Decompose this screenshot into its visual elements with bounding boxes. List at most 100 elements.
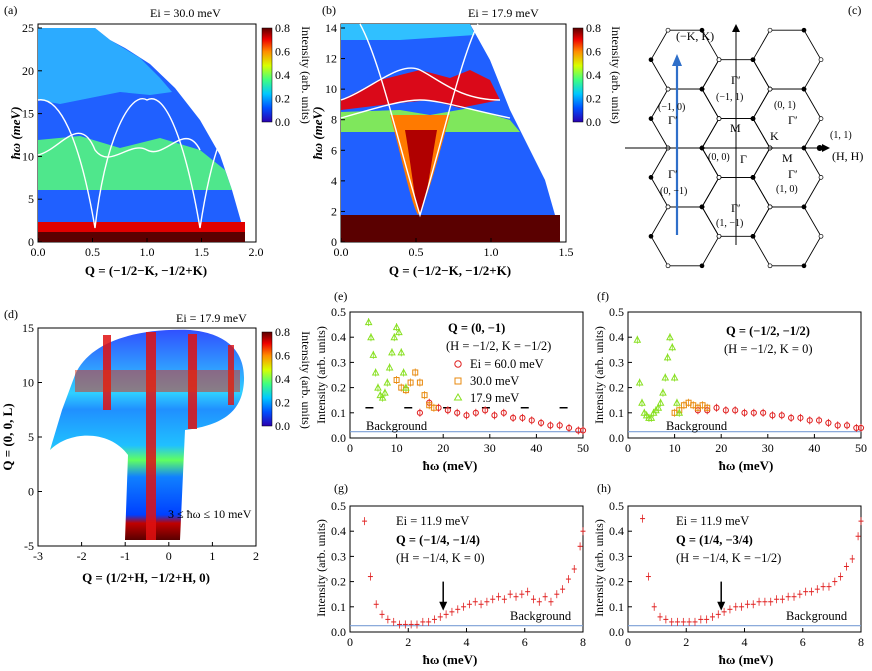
panel-f-point <box>675 408 684 416</box>
panel-d-x-tick-label: 0 <box>166 549 172 563</box>
panel-f-point <box>654 403 663 411</box>
lattice-point <box>716 233 722 239</box>
panel-b-x-tick-label: 1.5 <box>559 245 574 259</box>
panel-f-point <box>815 417 823 424</box>
panel-g-plot: 0 2 4 6 8 0.0 0.1 0.2 0.3 0.4 0.5 <box>331 499 586 649</box>
panel-f-point <box>668 343 677 351</box>
panel-f-point <box>640 408 649 416</box>
panel-d-xlabel: Q = (1/2+H, −1/2+H, 0) <box>82 570 210 585</box>
panel-e-point <box>381 388 389 396</box>
panel-b-xlabel: Q = (−1/2−K, −1/2+K) <box>389 263 511 278</box>
panel-b-label: (b) <box>322 3 336 17</box>
panel-f-point <box>853 424 860 432</box>
panel-e-point <box>388 348 396 356</box>
panel-f-point <box>722 407 729 414</box>
panel-b-colorbar <box>572 27 584 123</box>
panel-d-c-tick-label: 0.6 <box>275 349 290 363</box>
panel-a-xlabel: Q = (−1/2−K, −1/2+K) <box>85 263 207 278</box>
panel-c: (c) (−K, K) (H, H) Γ (0, 0) (1, 1) (−1, … <box>625 3 863 269</box>
panel-h-ytick-label: 0.3 <box>609 549 624 563</box>
panel-b-dispersion-1 <box>359 23 479 218</box>
panel-c-h-arrow <box>822 144 830 152</box>
panel-c-pt-m11: (−1, 1) <box>716 92 743 103</box>
panel-e-point <box>430 404 437 411</box>
lattice-point <box>716 57 722 63</box>
panel-e-point <box>369 350 378 358</box>
panel-e-point <box>547 422 554 429</box>
lattice-point <box>750 233 756 239</box>
panel-a-cbar-label: Intensity (arb. units) <box>299 26 313 124</box>
panel-f-point <box>656 398 665 406</box>
panel-a-y-tick-label: 15 <box>22 107 34 121</box>
panel-c-pt-0m1: (0, −1) <box>660 186 687 197</box>
panel-b-y-tick-label: 12 <box>325 52 337 66</box>
panel-e-point <box>491 412 498 419</box>
panel-b-cone-core <box>405 130 437 215</box>
lattice-point <box>699 204 705 210</box>
panel-a-colorbar-ticks: 0.0 0.2 0.4 0.6 0.8 <box>275 21 290 129</box>
panel-f-ytick-label: 0.5 <box>609 305 624 319</box>
panel-d-x-tick-label: -1 <box>120 549 130 563</box>
panel-f-point <box>732 407 739 414</box>
panel-g-ytick-label: 0.5 <box>331 499 346 513</box>
panel-d-colorbar <box>261 331 273 427</box>
panel-e-label: (e) <box>334 289 347 303</box>
lattice-point <box>801 27 807 33</box>
panel-f-xtick-label: 30 <box>762 441 774 455</box>
panel-g-xtick-label: 2 <box>405 635 411 649</box>
panel-b-top <box>341 24 475 40</box>
panel-a-xticks: 0.0 0.5 1.0 1.5 2.0 <box>31 238 264 259</box>
lattice-point <box>767 263 773 269</box>
panel-f: (f) 0 10 20 30 40 50 0.0 0.1 0.2 0.3 0.4 0.5 Q = (−… <box>592 289 867 473</box>
panel-f-point <box>704 404 711 411</box>
panel-e-point <box>444 407 451 414</box>
panel-b-y-tick-label: 2 <box>331 204 337 218</box>
panel-b-colorbar-ticks: 0.0 0.2 0.4 0.6 0.8 <box>586 21 601 129</box>
panel-g-xtick-label: 0 <box>347 635 353 649</box>
panel-h-xlabel: ħω (meV) <box>719 652 774 667</box>
panel-d-y-tick-label: 5 <box>28 430 34 444</box>
panel-e-point <box>454 409 461 416</box>
panel-d-ei: Ei = 17.9 meV <box>176 311 247 325</box>
panel-e-point <box>421 392 428 399</box>
panel-b-dispersion-3 <box>340 99 511 119</box>
panel-g-hk: (H = −1/4, K = 0) <box>396 551 485 565</box>
panel-e-legend-30: 30.0 meV <box>470 374 519 388</box>
panel-f-xtick-label: 0 <box>625 441 631 455</box>
panel-e-point <box>364 318 373 326</box>
panel-h-xtick-label: 6 <box>800 635 806 649</box>
lattice-point <box>750 116 756 121</box>
panel-e-legend-marker-30 <box>454 377 462 385</box>
panel-g-ei: Ei = 11.9 meV <box>396 514 469 528</box>
panel-d-y-tick-label: 0 <box>28 485 34 499</box>
panel-h-hk: (H = −1/4, K = −1/2) <box>676 551 781 565</box>
panel-b-x-tick-label: 0.5 <box>409 245 424 259</box>
lattice-point <box>648 175 654 180</box>
lattice-point <box>699 27 705 33</box>
panel-f-point <box>843 422 851 429</box>
lattice-point <box>801 86 807 92</box>
panel-e-xtick-label: 30 <box>484 441 496 455</box>
panel-f-point <box>760 409 767 416</box>
panel-c-pt-m10: (−1, 0) <box>658 102 685 113</box>
panel-h-arrow-head <box>717 601 726 611</box>
panel-b-elastic <box>341 215 560 242</box>
panel-f-point <box>647 413 656 421</box>
panel-h-ylabel: Intensity (arb. units) <box>592 519 606 617</box>
panel-b-y-tick-label: 0 <box>331 235 337 249</box>
panel-b-c-tick-label: 0.0 <box>586 115 601 129</box>
panel-b: (b) Ei = 17.9 meV 0.0 0.5 1.0 1.5 0 2 4 6 8 10 12… <box>310 3 623 278</box>
panel-f-ytick-label: 0.4 <box>609 330 624 344</box>
panel-h-ei: Ei = 11.9 meV <box>676 514 749 528</box>
panel-g-ytick-label: 0.0 <box>331 625 346 639</box>
panel-b-xticks: 0.0 0.5 1.0 1.5 <box>334 238 574 259</box>
hexagon-cell <box>650 206 720 267</box>
lattice-point <box>665 204 671 210</box>
panel-e-point <box>397 348 406 356</box>
panel-f-point <box>857 424 865 432</box>
panel-d-range-note: 3 ≤ ħω ≤ 10 meV <box>168 507 252 521</box>
panel-f-point <box>666 333 674 341</box>
panel-c-gp-1: Γ′ <box>731 73 741 87</box>
panel-c-pt-1m1: (1, −1) <box>716 218 743 229</box>
panel-f-hk: (H = −1/2, K = 0) <box>724 342 813 356</box>
